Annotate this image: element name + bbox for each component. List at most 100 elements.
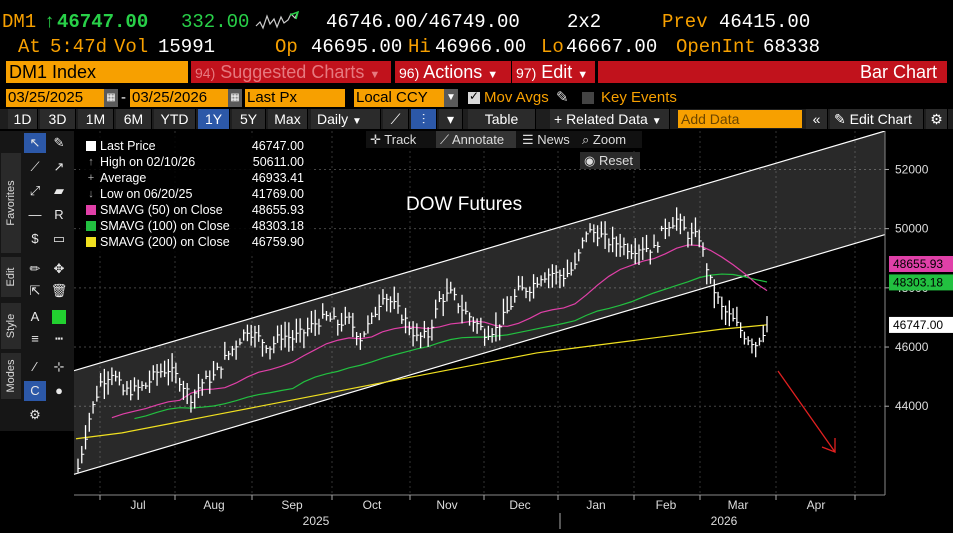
cursor-icon[interactable]: ↖ <box>24 133 46 153</box>
legend-item[interactable]: ↑ High on 02/10/26 50611.00 <box>86 154 310 170</box>
horizontal-line-icon[interactable]: — <box>28 207 42 222</box>
key-events-label[interactable]: Key Events <box>601 89 677 106</box>
period-6m[interactable]: 6M <box>116 109 152 129</box>
period-max[interactable]: Max <box>268 109 308 129</box>
chart-title[interactable]: DOW Futures <box>406 194 523 215</box>
news-label: News <box>537 132 570 147</box>
edit-tab-label: Edit <box>5 267 17 287</box>
frequency-dropdown[interactable]: Daily ▼ <box>311 109 381 129</box>
annotate-label: Annotate <box>452 132 505 147</box>
segment-icon[interactable]: ⤢ <box>29 183 41 198</box>
legend-item[interactable]: SMAVG (200) on Close 46759.90 <box>86 234 310 250</box>
bar-chart-icon[interactable]: ⫶ <box>411 109 437 129</box>
favorites-tab[interactable]: Favorites <box>1 153 21 253</box>
chevron-down-icon: ▼ <box>577 69 589 81</box>
text-icon[interactable]: A <box>30 309 40 324</box>
news-button[interactable]: ☰ News <box>518 131 576 148</box>
price-chart[interactable]: 4400046000480005000052000 JulAugSepOctNo… <box>0 131 953 533</box>
chevron-down-icon[interactable]: ▾ <box>439 109 463 129</box>
edit-chart-button[interactable]: ✎ Edit Chart <box>830 109 924 129</box>
x-tick-label: Sep <box>281 498 303 512</box>
gear-icon[interactable]: ⚙ <box>926 109 948 129</box>
calendar-icon[interactable]: ▦ <box>104 89 118 107</box>
period-1y[interactable]: 1Y <box>198 109 230 129</box>
legend-swatch <box>86 221 96 231</box>
sma100-line <box>134 273 768 420</box>
suggested-charts-button[interactable]: 94) Suggested Charts ▼ <box>191 61 391 83</box>
legend-item[interactable]: + Average 46933.41 <box>86 170 310 186</box>
period-5y[interactable]: 5Y <box>232 109 266 129</box>
modes-tab[interactable]: Modes <box>1 353 21 399</box>
x-year-label: 2025 <box>303 514 330 528</box>
last-time: 5:47d <box>50 36 108 58</box>
channel-upper-line[interactable] <box>73 131 886 372</box>
line-chart-icon[interactable]: ⟋ <box>383 109 409 129</box>
reset-button[interactable]: ◉ Reset <box>580 152 640 169</box>
x-tick-label: Jul <box>130 498 145 512</box>
track-button[interactable]: ✛ Track <box>366 131 434 148</box>
select-icon[interactable]: ⇱ <box>29 283 41 298</box>
legend-label: SMAVG (100) on Close <box>100 219 230 233</box>
edit-tab[interactable]: Edit <box>1 257 21 297</box>
legend-value: 46759.90 <box>251 235 304 249</box>
snap-icon[interactable]: C <box>24 381 46 401</box>
price-tool-icon[interactable]: $ <box>31 231 39 246</box>
ticker[interactable]: DM1 <box>2 11 37 33</box>
calendar-icon[interactable]: ▦ <box>228 89 242 107</box>
legend-label: High on 02/10/26 <box>100 155 196 169</box>
channel-icon[interactable]: ▰ <box>54 183 64 198</box>
end-date-field[interactable]: 03/25/2026 <box>130 89 228 107</box>
retracement-icon[interactable]: R <box>54 207 64 222</box>
style-tab[interactable]: Style <box>1 303 21 349</box>
open-label: Op <box>275 36 298 58</box>
legend-item[interactable]: ↓ Low on 06/20/25 41769.00 <box>86 186 310 202</box>
favorites-tab-label: Favorites <box>5 180 17 226</box>
ray-icon[interactable]: ↗ <box>53 159 65 174</box>
pencil-icon[interactable]: ✎ <box>556 89 569 106</box>
channel-lower-line[interactable] <box>73 234 886 475</box>
trash-icon[interactable]: 🗑 <box>50 283 68 298</box>
rectangle-icon[interactable]: ▭ <box>52 231 66 246</box>
key-events-checkbox[interactable] <box>582 92 594 104</box>
draw-icon[interactable]: ✏ <box>29 261 41 276</box>
currency-selector[interactable]: Local CCY <box>354 89 444 107</box>
table-button[interactable]: Table <box>468 109 536 129</box>
legend-value: 50611.00 <box>252 155 304 169</box>
legend-item[interactable]: Last Price 46747.00 <box>86 138 310 154</box>
legend-item[interactable]: SMAVG (50) on Close 48655.93 <box>86 202 310 218</box>
related-data-label: + Related Data <box>554 111 648 127</box>
mov-avgs-label[interactable]: Mov Avgs <box>484 89 549 106</box>
edit-button[interactable]: 97) Edit ▼ <box>512 61 595 83</box>
period-3d[interactable]: 3D <box>40 109 76 129</box>
period-ytd[interactable]: YTD <box>154 109 196 129</box>
start-date-field[interactable]: 03/25/2025 <box>6 89 104 107</box>
chevron-down-icon[interactable]: ▼ <box>444 89 458 107</box>
sparkline-icon <box>255 10 299 30</box>
color-swatch[interactable] <box>48 307 70 327</box>
crosshair-icon[interactable]: ⁄ <box>33 359 37 374</box>
line-style-icon[interactable]: ┅ <box>55 331 63 346</box>
period-1d[interactable]: 1D <box>8 109 38 129</box>
trend-channel[interactable] <box>74 131 885 475</box>
collapse-icon[interactable]: « <box>806 109 828 129</box>
pen-icon[interactable]: ✎ <box>53 135 65 150</box>
period-1m[interactable]: 1M <box>78 109 114 129</box>
field-selector[interactable]: Last Px <box>245 89 345 107</box>
add-data-input[interactable]: Add Data <box>678 110 802 128</box>
up-arrow-icon: ↑ <box>44 11 56 33</box>
forecast-arrow[interactable] <box>777 370 836 453</box>
annotate-button[interactable]: ⟋ Annotate <box>436 131 516 148</box>
related-data-button[interactable]: + Related Data ▼ <box>550 109 670 129</box>
move-icon[interactable]: ✥ <box>53 261 65 276</box>
trendline-icon[interactable]: ⟋ <box>30 159 40 174</box>
legend-label: SMAVG (200) on Close <box>100 235 230 249</box>
actions-button[interactable]: 96) Actions ▼ <box>395 61 511 83</box>
line-weight-icon[interactable]: ≡ <box>31 331 39 346</box>
zoom-button[interactable]: ⌕ Zoom <box>578 131 640 148</box>
legend-item[interactable]: SMAVG (100) on Close 48303.18 <box>86 218 310 234</box>
mov-avgs-checkbox[interactable] <box>468 89 480 104</box>
security-field[interactable]: DM1 Index <box>6 61 188 83</box>
gear-icon[interactable]: ⚙ <box>29 407 41 422</box>
palette-icon[interactable]: ● <box>55 383 63 398</box>
measure-icon[interactable]: ⊹ <box>53 359 65 374</box>
